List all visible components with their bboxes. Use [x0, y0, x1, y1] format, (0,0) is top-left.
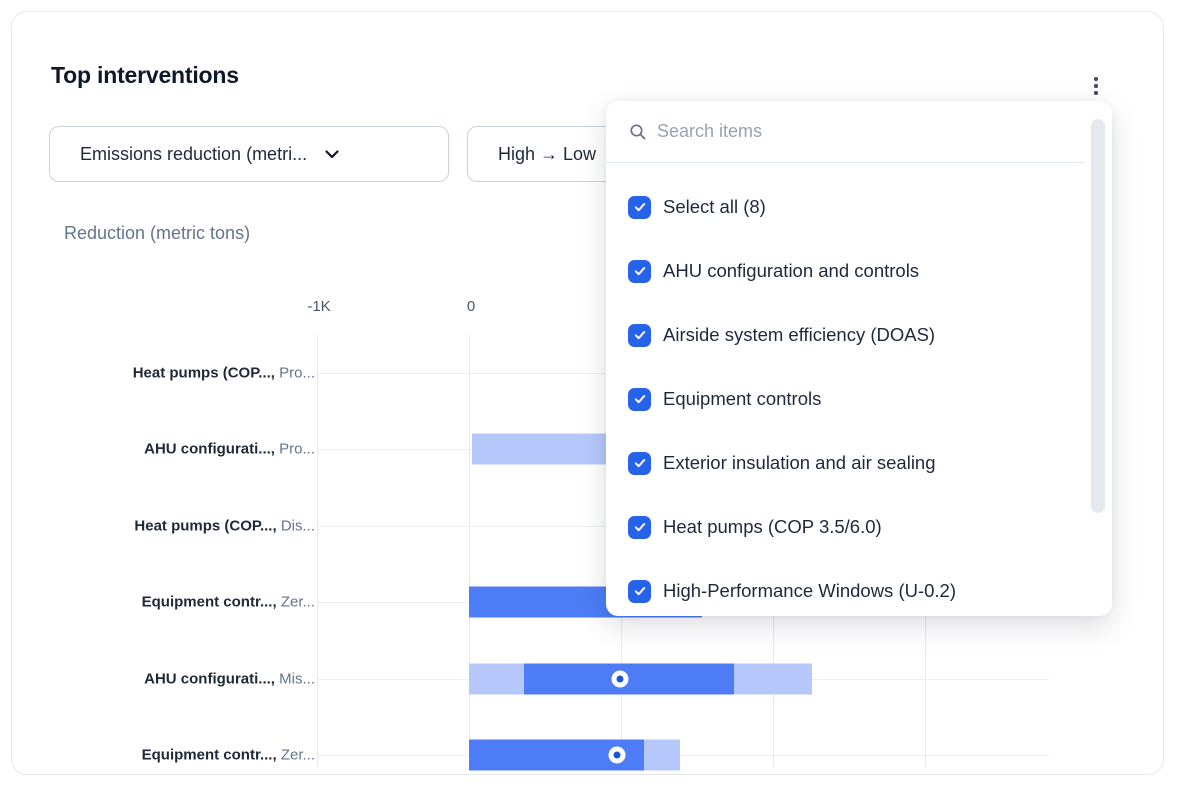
- checkbox-checked[interactable]: [628, 323, 651, 347]
- row-label: Heat pumps (COP..., Pro...: [132, 364, 315, 382]
- row-label: AHU configurati..., Mis...: [144, 670, 315, 688]
- item-label: AHU configuration and controls: [663, 260, 920, 281]
- list-item[interactable]: High-Performance Windows (U-0.2): [606, 563, 1086, 619]
- list-item[interactable]: AHU configuration and controls: [606, 243, 1086, 299]
- row-label: AHU configurati..., Pro...: [144, 440, 315, 458]
- item-label: High-Performance Windows (U-0.2): [663, 580, 957, 601]
- bar-segment-light: [734, 663, 812, 695]
- median-marker: [611, 670, 629, 688]
- item-label: Equipment controls: [663, 388, 822, 409]
- search-input[interactable]: [657, 121, 1037, 142]
- filter-dropdown-panel: Select all (8) AHU configuration and con…: [606, 101, 1112, 616]
- gridline-vertical: [469, 335, 470, 766]
- x-tick-label: 0: [466, 298, 476, 315]
- bar-segment-dark: [523, 663, 735, 695]
- list-item[interactable]: Equipment controls: [606, 371, 1086, 427]
- checkbox-checked[interactable]: [628, 195, 651, 219]
- item-label: Heat pumps (COP 3.5/6.0): [663, 516, 882, 537]
- bar-segment-light: [469, 663, 524, 695]
- search-icon: [630, 123, 646, 139]
- row-label: Equipment contr..., Zer...: [141, 746, 315, 764]
- check-icon: [634, 587, 645, 596]
- metric-dropdown-value: Emissions reduction (metri...: [80, 143, 308, 164]
- kebab-menu-icon[interactable]: [1082, 64, 1110, 108]
- metric-dropdown[interactable]: Emissions reduction (metri...: [49, 126, 449, 182]
- select-all-item[interactable]: Select all (8): [606, 179, 1086, 235]
- row-label: Heat pumps (COP..., Dis...: [134, 517, 315, 535]
- item-label: Exterior insulation and air sealing: [663, 452, 936, 473]
- list-item[interactable]: Heat pumps (COP 3.5/6.0): [606, 499, 1086, 555]
- list-item[interactable]: Exterior insulation and air sealing: [606, 435, 1086, 491]
- axis-title: Reduction (metric tons): [64, 223, 251, 243]
- list-item[interactable]: Airside system efficiency (DOAS): [606, 307, 1086, 363]
- check-icon: [634, 459, 645, 468]
- check-icon: [634, 395, 645, 404]
- gridline-horizontal: [317, 755, 1049, 756]
- check-icon: [634, 331, 645, 340]
- scrollbar-thumb[interactable]: [1091, 119, 1105, 513]
- bar-segment-light: [643, 739, 681, 771]
- check-icon: [634, 203, 645, 212]
- x-tick-label: -1K: [307, 298, 331, 315]
- gridline-vertical: [317, 335, 318, 766]
- search-row: [606, 101, 1112, 162]
- check-icon: [634, 267, 645, 276]
- item-label: Airside system efficiency (DOAS): [663, 324, 936, 345]
- page-title: Top interventions: [51, 62, 239, 88]
- chevron-down-icon: [321, 143, 343, 165]
- item-label: Select all (8): [663, 196, 766, 217]
- sort-dropdown-value: High → Low: [498, 143, 597, 164]
- median-marker: [608, 746, 626, 764]
- checkbox-checked[interactable]: [628, 515, 651, 539]
- check-icon: [634, 523, 645, 532]
- checkbox-checked[interactable]: [628, 579, 651, 603]
- checkbox-checked[interactable]: [628, 451, 651, 475]
- checkbox-checked[interactable]: [628, 387, 651, 411]
- divider: [606, 162, 1083, 163]
- row-label: Equipment contr..., Zer...: [141, 593, 315, 611]
- checkbox-checked[interactable]: [628, 259, 651, 283]
